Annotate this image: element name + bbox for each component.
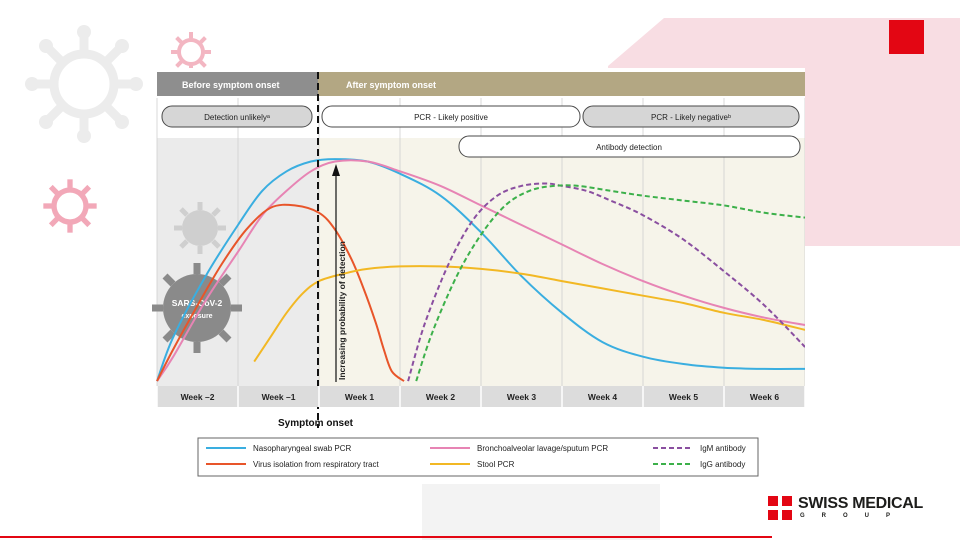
week-tick-label: Week 6 <box>750 392 779 402</box>
series-layer <box>156 158 806 382</box>
week-tick-label: Week –2 <box>181 392 215 402</box>
pill-detection-unlikely <box>161 105 313 128</box>
covid-detection-chart: Before symptom onset After symptom onset… <box>152 72 806 477</box>
series-line <box>156 159 806 382</box>
virus-label-line1: SARS-CoV-2 <box>172 298 223 308</box>
legend-item: IgG antibody <box>653 460 745 469</box>
chart-legend <box>197 437 759 477</box>
pill-detection-unlikely-text: Detection unlikelyᵃ <box>204 113 271 122</box>
after-onset-bar <box>318 72 805 96</box>
red-corner-square <box>889 20 924 54</box>
legend-label: Bronchoalveolar lavage/sputum PCR <box>477 444 608 453</box>
symptom-onset-label: Symptom onset <box>278 418 354 429</box>
week-tick-label: Week 3 <box>507 392 536 402</box>
phase-label-before: Before symptom onset <box>182 80 280 90</box>
legend-label: Nasopharyngeal swab PCR <box>253 444 351 453</box>
legend-label: Stool PCR <box>477 460 515 469</box>
pill-pcr-likely-negative <box>582 105 800 128</box>
logo-name-text: SWISS MEDICAL <box>798 495 923 512</box>
series-line <box>156 203 405 382</box>
post-onset-background <box>318 138 805 386</box>
virus-small-icon <box>174 202 226 254</box>
legend-items: Nasopharyngeal swab PCR Virus isolation f… <box>206 444 746 469</box>
pre-onset-background <box>157 138 318 386</box>
pill-antibody-detection-text: Antibody detection <box>596 143 662 152</box>
before-onset-bar <box>157 72 318 96</box>
week-tick-label: Week –1 <box>262 392 296 402</box>
footer-grey-block <box>422 484 660 540</box>
series-line <box>415 184 806 382</box>
y-axis-label: Increasing probability of detection <box>337 241 347 380</box>
pill-pcr-likely-positive-text: PCR - Likely positive <box>414 113 488 122</box>
footer-red-line <box>0 536 772 538</box>
legend-item: Virus isolation from respiratory tract <box>206 460 379 469</box>
virus-decoration-pink-icon <box>43 179 97 233</box>
week-tick-label: Week 5 <box>669 392 698 402</box>
series-line <box>156 158 806 382</box>
legend-label: Virus isolation from respiratory tract <box>253 460 379 469</box>
logo-sub-text: GROUP <box>800 513 908 519</box>
week-tick-label: Week 4 <box>588 392 617 402</box>
week-tick-label: Week 2 <box>426 392 455 402</box>
week-tick-label: Week 1 <box>345 392 374 402</box>
legend-item: Stool PCR <box>430 460 515 469</box>
week-axis-ticks: Week –2 Week –1 Week 1 Week 2 Week 3 Week 4 We… <box>156 386 806 407</box>
swiss-cross-logo-icon <box>768 496 792 520</box>
legend-item: Bronchoalveolar lavage/sputum PCR <box>430 444 608 453</box>
pill-pcr-likely-positive <box>321 105 581 128</box>
y-axis-arrowhead <box>332 164 340 176</box>
legend-item: IgM antibody <box>653 444 746 453</box>
pill-pcr-likely-negative-text: PCR - Likely negativeᵇ <box>651 113 731 122</box>
phase-label-after: After symptom onset <box>346 80 436 90</box>
legend-label: IgM antibody <box>700 444 746 453</box>
pill-antibody-detection <box>458 135 801 158</box>
virus-decoration-large-icon <box>25 25 143 143</box>
swiss-medical-logo: SWISS MEDICAL GROUP <box>768 494 938 524</box>
legend-item: Nasopharyngeal swab PCR <box>206 444 351 453</box>
legend-label: IgG antibody <box>700 460 745 469</box>
chart-figure: Before symptom onset After symptom onset… <box>150 68 806 480</box>
